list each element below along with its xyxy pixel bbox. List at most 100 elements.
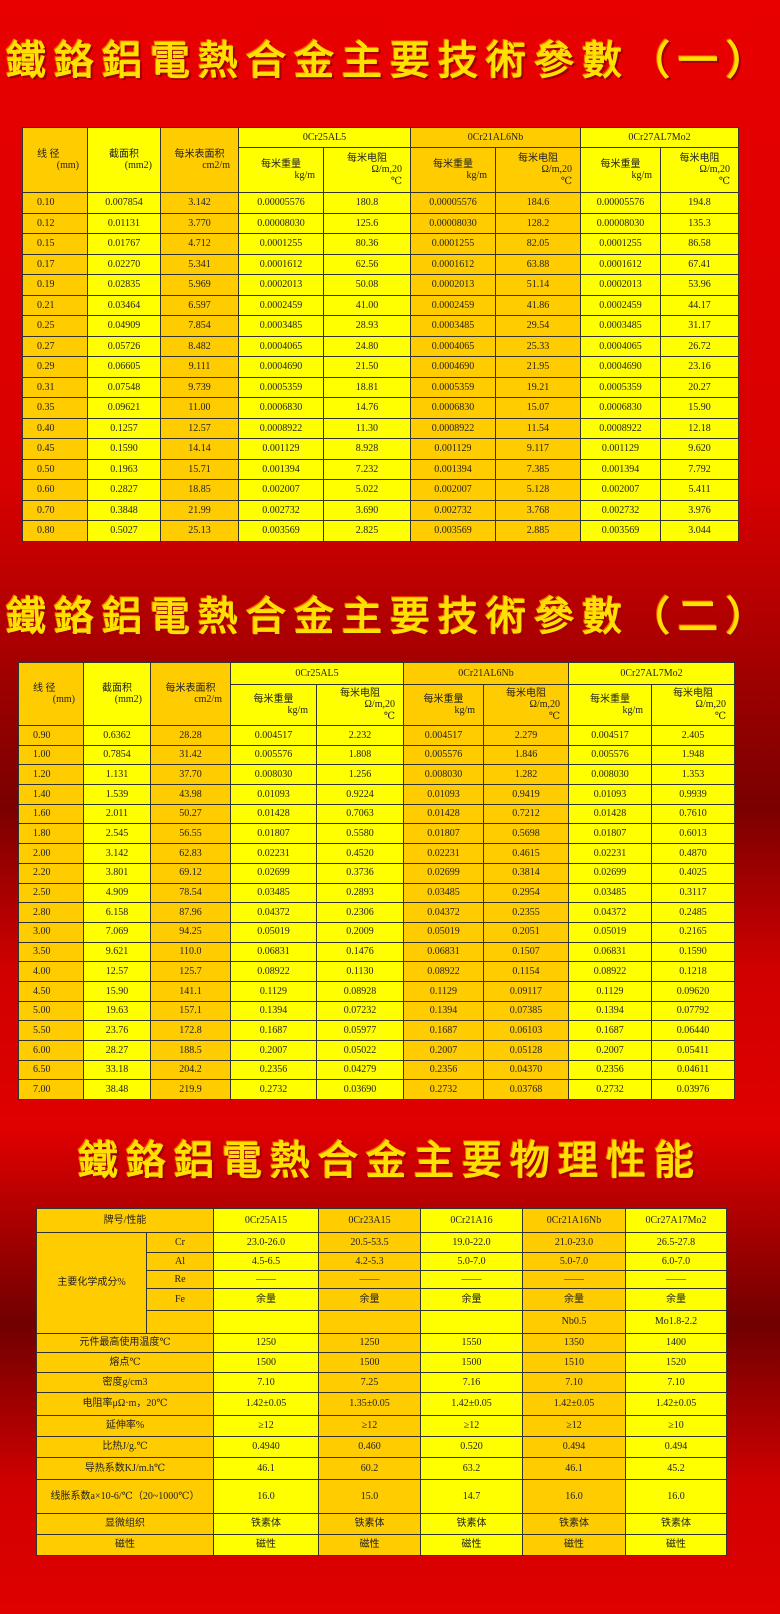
table-cell: 0.05128	[483, 1040, 569, 1061]
table-cell: 0.0003485	[238, 315, 324, 337]
table-cell: 0.80	[22, 520, 88, 542]
table-cell: 0.07792	[650, 1000, 736, 1022]
table-row: 3.00 7.069 94.25 0.05019 0.2009 0.05019 0.2051…	[18, 921, 736, 943]
table-cell: 7.792	[659, 458, 740, 480]
table-cell: 0.2732	[568, 1079, 652, 1101]
table-cell	[420, 1310, 523, 1334]
table-cell: 0.03485	[230, 882, 317, 904]
property-label: 电阻率μΩ·m，20℃	[36, 1392, 214, 1416]
table-cell: 28.93	[323, 315, 411, 337]
table-cell: ≥12	[522, 1415, 626, 1437]
table-cell: 0.04611	[650, 1059, 736, 1081]
table-cell: 0.21	[22, 294, 88, 316]
table-row: 0.15 0.01767 4.712 0.0001255 80.36 0.0001255 8…	[22, 233, 740, 255]
table-cell: 0.1394	[568, 1000, 652, 1022]
table-cell: 0.5698	[483, 823, 569, 845]
table-row: 4.00 12.57 125.7 0.08922 0.1130 0.08922 0.1154…	[18, 961, 736, 982]
table-cell: 0.003569	[410, 520, 496, 542]
header-text: 每米表面积	[174, 148, 225, 160]
header-text: 线 径	[33, 682, 56, 694]
table-cell: 3.770	[160, 212, 239, 234]
table-cell: 0.02699	[403, 862, 484, 884]
table-cell: 3.50	[18, 941, 84, 963]
table-cell: 0.19	[22, 274, 88, 296]
table-cell: 1.35±0.05	[318, 1392, 421, 1416]
header-text: 每米重量	[600, 158, 641, 170]
table-row: 2.20 3.801 69.12 0.02699 0.3736 0.02699 0.3814…	[18, 862, 736, 884]
table-cell: 204.2	[150, 1059, 231, 1081]
table-cell: 15.90	[83, 980, 151, 1002]
chem-composition-label: 主要化学成分%	[36, 1232, 147, 1334]
table-cell: 87.96	[150, 902, 231, 923]
table-cell: 19.63	[83, 1000, 151, 1022]
header-text: kg/m	[622, 705, 643, 716]
table-cell: 3.976	[659, 499, 740, 521]
table-cell: 2.011	[83, 803, 151, 825]
table-cell: 44.17	[659, 294, 740, 316]
table-cell: 0.005576	[568, 744, 652, 766]
table-cell: 0.31	[22, 376, 88, 398]
table-cell: 0.008030	[568, 764, 652, 786]
table-cell: 0.08922	[403, 961, 484, 982]
table-cell: 0.00008030	[410, 212, 496, 234]
header-grade: 0Cr21A16	[420, 1208, 523, 1233]
header-area: 截面积 (mm2)	[83, 662, 151, 726]
header-grade: 0Cr27AL7Mo2	[579, 127, 740, 148]
table-cell: 5.022	[323, 479, 411, 501]
table-cell: 0.1129	[568, 980, 652, 1002]
table-cell: 1.808	[316, 744, 404, 766]
table-cell: 0.3814	[483, 862, 569, 884]
header-grade: 0Cr27AL7Mo2	[567, 662, 736, 685]
table-cell: 0.01428	[568, 803, 652, 825]
table-cell: 0.002007	[238, 479, 324, 501]
table-cell: Nb0.5	[522, 1310, 626, 1334]
table-cell: 28.28	[150, 725, 231, 746]
header-text: kg/m	[287, 705, 308, 716]
property-label: 线胀系数a×10-6/℃（20~1000℃）	[36, 1479, 214, 1514]
table-cell: 0.03976	[650, 1079, 736, 1101]
table-cell: 188.5	[150, 1040, 231, 1061]
table-cell: 14.14	[160, 438, 239, 460]
table-cell: 0.0002013	[410, 274, 496, 296]
table-cell: 15.0	[318, 1479, 421, 1514]
property-label: 熔点℃	[36, 1352, 214, 1373]
table-cell: 余量	[522, 1288, 626, 1311]
header-text: kg/m	[466, 170, 487, 181]
table-cell: 0.04372	[568, 902, 652, 923]
table-cell: 125.6	[323, 212, 411, 234]
table-cell: 0.0003485	[580, 315, 661, 337]
table-cell: 0.01767	[87, 233, 161, 255]
table-cell: 1250	[213, 1333, 319, 1353]
header-weight: 每米重量 kg/m	[230, 684, 317, 726]
table-cell: 0.002007	[580, 479, 661, 501]
table-cell: 7.25	[318, 1372, 421, 1393]
table-cell: 0.01807	[568, 823, 652, 845]
physical-properties-table: 牌号/性能 0Cr25A15 0Cr23A15 0Cr21A16 0Cr21A16Nb 0…	[36, 1208, 727, 1556]
table-cell: 110.0	[150, 941, 231, 963]
header-text: ℃	[718, 175, 731, 187]
table-cell: 0.09117	[483, 980, 569, 1002]
table-cell: 6.597	[160, 294, 239, 316]
table-cell: 0.04279	[316, 1059, 404, 1081]
table-cell: 6.158	[83, 902, 151, 923]
table-cell: 0.0002459	[238, 294, 324, 316]
table-cell: 0.003569	[580, 520, 661, 542]
table-cell: ——	[420, 1270, 523, 1289]
table-cell: 0.002007	[410, 479, 496, 501]
table-cell: 9.621	[83, 941, 151, 963]
table-row: 线胀系数a×10-6/℃（20~1000℃） 16.0 15.0 14.7 16.0 16…	[36, 1479, 727, 1514]
table-cell: 7.10	[213, 1372, 319, 1393]
table-cell: 7.00	[18, 1079, 84, 1101]
table-cell: ≥12	[318, 1415, 421, 1437]
table-cell: 62.56	[323, 253, 411, 275]
table-cell: 0.2356	[568, 1059, 652, 1081]
table-cell: 0.02699	[568, 862, 652, 884]
table-cell: 67.41	[659, 253, 740, 275]
table-cell: 0.0001612	[410, 253, 496, 275]
table-cell: 37.70	[150, 764, 231, 786]
table-cell: 0.3117	[650, 882, 736, 904]
header-text: 每米表面积	[165, 682, 216, 694]
table-cell: 0.0001255	[410, 233, 496, 255]
table-cell: 2.50	[18, 882, 84, 904]
table-cell: 0.08922	[568, 961, 652, 982]
